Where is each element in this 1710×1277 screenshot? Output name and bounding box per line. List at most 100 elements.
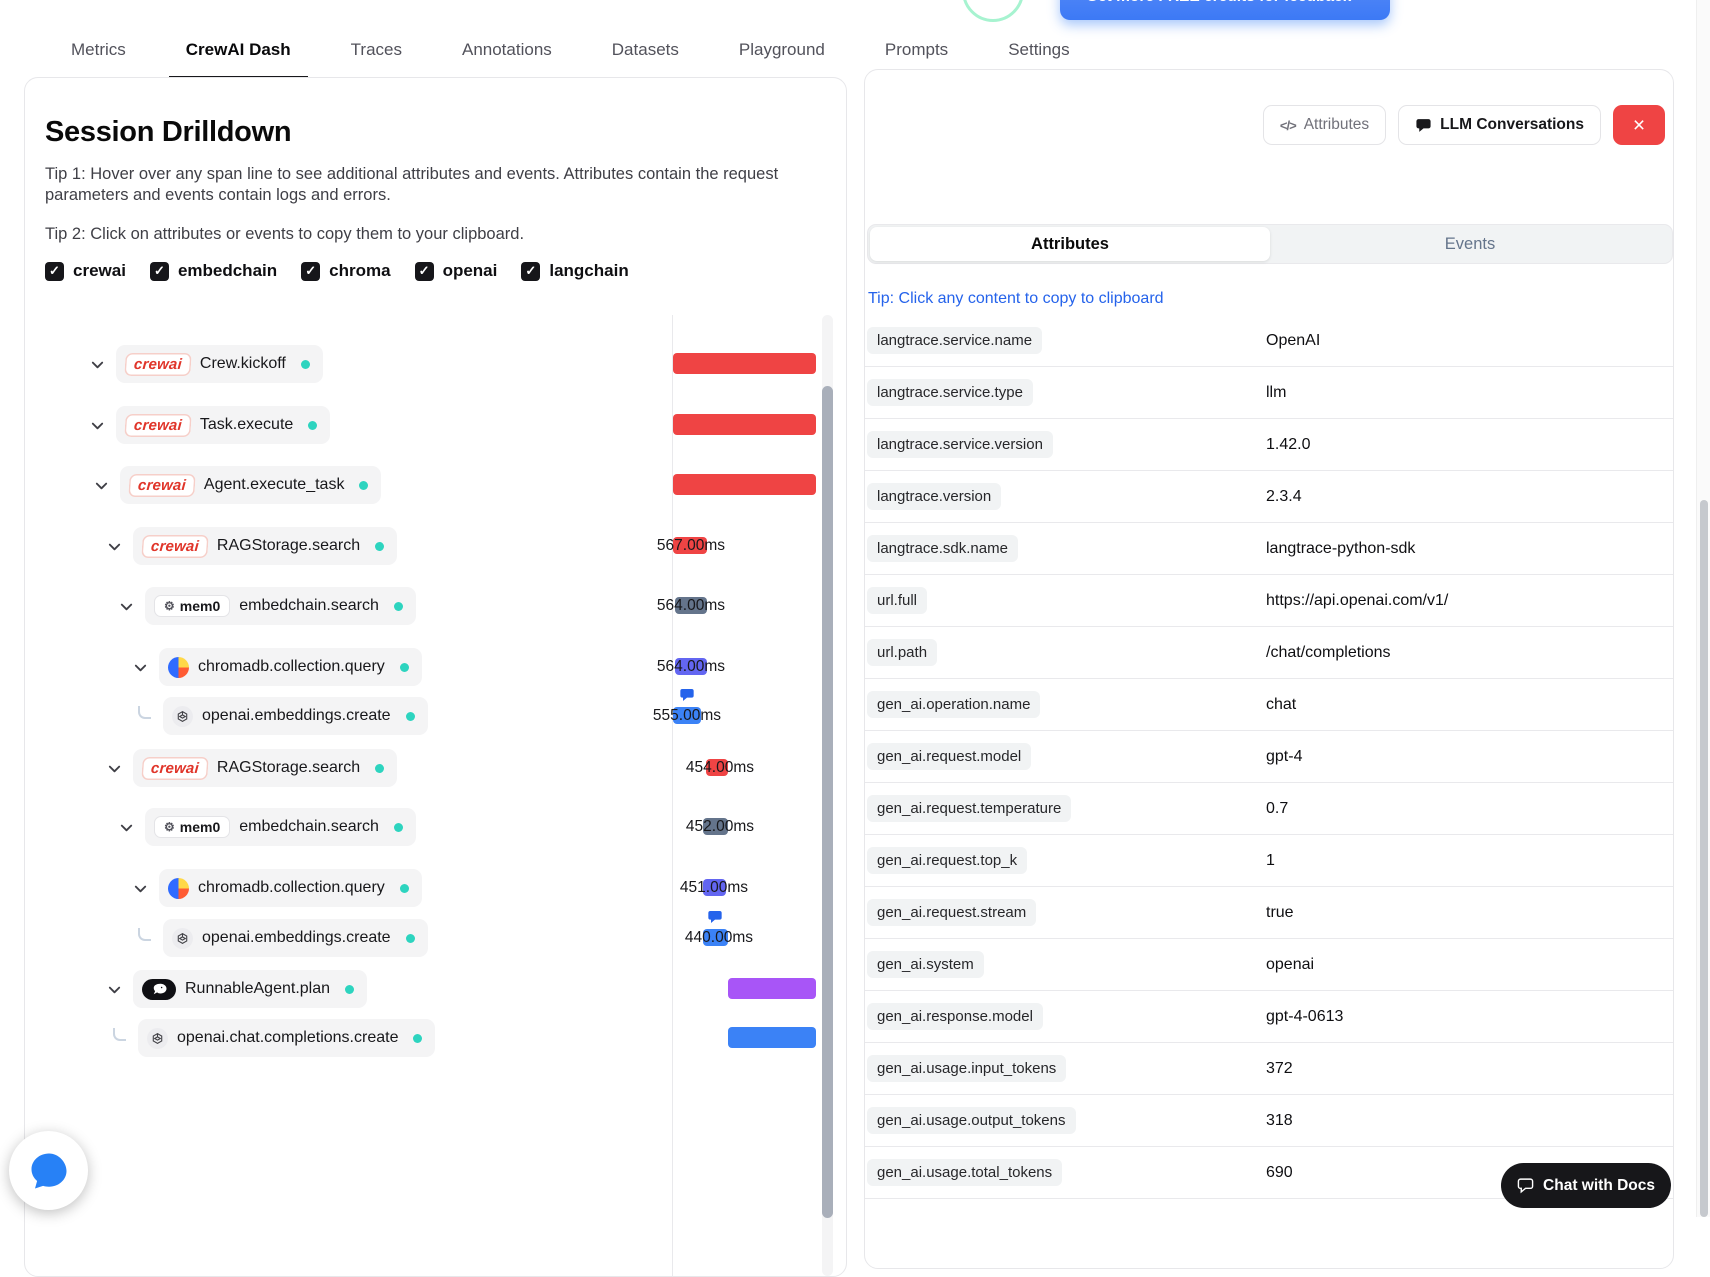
chevron-down-icon[interactable]: [129, 881, 151, 896]
attribute-row[interactable]: langtrace.sdk.name langtrace-python-sdk: [865, 523, 1673, 575]
attribute-key[interactable]: gen_ai.request.top_k: [867, 847, 1028, 874]
attribute-value[interactable]: OpenAI: [1266, 331, 1321, 349]
span-pill[interactable]: openai.embeddings.create: [163, 697, 428, 735]
support-chat-launcher-button[interactable]: [9, 1131, 88, 1210]
attribute-row[interactable]: gen_ai.operation.name chat: [865, 679, 1673, 731]
duration-bar[interactable]: [703, 818, 728, 835]
trace-row-agent-execute-task[interactable]: crewai Agent.execute_task: [25, 465, 821, 505]
trace-row-openai-chat-completions[interactable]: openai.chat.completions.create: [25, 1018, 821, 1058]
attribute-value[interactable]: gpt-4-0613: [1266, 1007, 1344, 1025]
attribute-value[interactable]: openai: [1266, 955, 1315, 973]
span-pill[interactable]: chromadb.collection.query: [159, 648, 422, 686]
attribute-key[interactable]: gen_ai.response.model: [867, 1003, 1043, 1030]
checkbox-checked-icon[interactable]: ✓: [45, 261, 64, 281]
duration-bar[interactable]: [673, 414, 816, 435]
attribute-key[interactable]: langtrace.service.version: [867, 431, 1053, 458]
attribute-value[interactable]: langtrace-python-sdk: [1266, 539, 1416, 557]
close-button[interactable]: ×: [1613, 105, 1665, 145]
span-pill[interactable]: crewai Crew.kickoff: [116, 345, 323, 383]
span-pill[interactable]: ⚙ mem0 embedchain.search: [145, 587, 416, 625]
attribute-row[interactable]: url.full https://api.openai.com/v1/: [865, 575, 1673, 627]
trace-row-ragstorage-search[interactable]: crewai RAGStorage.search 567.00ms: [25, 526, 821, 566]
attribute-value[interactable]: 318: [1266, 1111, 1293, 1129]
attribute-key[interactable]: gen_ai.operation.name: [867, 691, 1041, 718]
filter-crewai[interactable]: ✓ crewai: [45, 261, 126, 281]
span-pill[interactable]: openai.embeddings.create: [163, 919, 428, 957]
llm-conversation-bubble-icon[interactable]: [679, 687, 695, 703]
chevron-down-icon[interactable]: [103, 539, 125, 554]
tree-scrollbar-thumb[interactable]: [822, 386, 833, 1218]
attribute-key[interactable]: langtrace.version: [867, 483, 1002, 510]
chevron-down-icon[interactable]: [129, 660, 151, 675]
page-scrollbar-thumb[interactable]: [1700, 500, 1708, 1217]
checkbox-checked-icon[interactable]: ✓: [149, 261, 169, 281]
span-pill[interactable]: ⚙ mem0 embedchain.search: [145, 808, 416, 846]
llm-conversation-bubble-icon[interactable]: [707, 909, 723, 925]
attribute-key[interactable]: gen_ai.system: [867, 951, 984, 978]
trace-row-runnableagent-plan[interactable]: RunnableAgent.plan: [25, 969, 821, 1009]
attribute-key[interactable]: gen_ai.usage.output_tokens: [867, 1107, 1076, 1134]
copy-to-clipboard-tip[interactable]: Tip: Click any content to copy to clipbo…: [868, 290, 1164, 307]
attribute-key[interactable]: gen_ai.request.stream: [867, 899, 1037, 926]
attribute-row[interactable]: gen_ai.request.model gpt-4: [865, 731, 1673, 783]
attributes-code-button[interactable]: </> Attributes: [1262, 105, 1387, 145]
chevron-down-icon[interactable]: [115, 820, 137, 835]
trace-row-openai-embeddings[interactable]: openai.embeddings.create 555.00ms: [25, 689, 821, 736]
attribute-row[interactable]: gen_ai.system openai: [865, 939, 1673, 991]
trace-row-ragstorage-search[interactable]: crewai RAGStorage.search 454.00ms: [25, 748, 821, 788]
trace-row-chromadb-query[interactable]: chromadb.collection.query 564.00ms: [25, 647, 821, 687]
duration-bar[interactable]: [673, 537, 707, 554]
tab-events[interactable]: Events: [1444, 234, 1496, 253]
tab-prompts[interactable]: Prompts: [884, 40, 949, 59]
chevron-down-icon[interactable]: [90, 478, 112, 493]
span-pill[interactable]: chromadb.collection.query: [159, 869, 422, 907]
span-pill[interactable]: openai.chat.completions.create: [138, 1019, 436, 1057]
duration-bar[interactable]: [675, 597, 707, 614]
attribute-value[interactable]: /chat/completions: [1266, 643, 1391, 661]
span-pill[interactable]: crewai Task.execute: [116, 406, 331, 444]
duration-bar[interactable]: [728, 1027, 816, 1048]
chevron-down-icon[interactable]: [86, 418, 108, 433]
attribute-value[interactable]: 0.7: [1266, 799, 1289, 817]
attribute-row[interactable]: gen_ai.usage.output_tokens 318: [865, 1095, 1673, 1147]
attribute-row[interactable]: url.path /chat/completions: [865, 627, 1673, 679]
attribute-key[interactable]: langtrace.service.type: [867, 379, 1033, 406]
trace-row-chromadb-query[interactable]: chromadb.collection.query 451.00ms: [25, 868, 821, 908]
attribute-key[interactable]: url.path: [867, 639, 938, 666]
attribute-key[interactable]: gen_ai.usage.input_tokens: [867, 1055, 1067, 1082]
tab-metrics[interactable]: Metrics: [71, 40, 126, 59]
attribute-value[interactable]: https://api.openai.com/v1/: [1266, 591, 1449, 609]
checkbox-checked-icon[interactable]: ✓: [521, 261, 541, 281]
trace-row-task-execute[interactable]: crewai Task.execute: [25, 405, 821, 445]
attribute-key[interactable]: langtrace.sdk.name: [867, 535, 1018, 562]
filter-embedchain[interactable]: ✓ embedchain: [149, 261, 277, 281]
filter-chroma[interactable]: ✓ chroma: [301, 261, 391, 281]
chevron-down-icon[interactable]: [115, 599, 137, 614]
attribute-value[interactable]: true: [1266, 903, 1294, 921]
span-pill[interactable]: crewai RAGStorage.search: [133, 749, 398, 787]
attribute-value[interactable]: gpt-4: [1266, 747, 1303, 765]
attribute-row[interactable]: gen_ai.request.temperature 0.7: [865, 783, 1673, 835]
attribute-value[interactable]: 690: [1266, 1163, 1293, 1181]
attribute-row[interactable]: langtrace.service.name OpenAI: [865, 315, 1673, 367]
duration-bar[interactable]: [703, 929, 728, 946]
attribute-key[interactable]: gen_ai.usage.total_tokens: [867, 1159, 1063, 1186]
attribute-value[interactable]: 1: [1266, 851, 1275, 869]
page-scrollbar-track[interactable]: [1696, 0, 1710, 1217]
trace-row-embedchain-search[interactable]: ⚙ mem0 embedchain.search 564.00ms: [25, 586, 821, 626]
attribute-key[interactable]: langtrace.service.name: [867, 327, 1043, 354]
tab-traces[interactable]: Traces: [350, 40, 402, 59]
attribute-value[interactable]: 372: [1266, 1059, 1293, 1077]
chevron-down-icon[interactable]: [103, 761, 125, 776]
attribute-row[interactable]: gen_ai.usage.total_tokens 690: [865, 1147, 1673, 1199]
span-pill[interactable]: RunnableAgent.plan: [133, 970, 368, 1008]
attribute-key[interactable]: gen_ai.request.temperature: [867, 795, 1072, 822]
checkbox-checked-icon[interactable]: ✓: [301, 261, 321, 281]
trace-row-crew-kickoff[interactable]: crewai Crew.kickoff: [25, 344, 821, 384]
filter-langchain[interactable]: ✓ langchain: [521, 261, 629, 281]
attribute-key[interactable]: gen_ai.request.model: [867, 743, 1032, 770]
span-pill[interactable]: crewai Agent.execute_task: [120, 466, 382, 504]
tab-settings[interactable]: Settings: [1008, 40, 1070, 59]
duration-bar[interactable]: [673, 707, 701, 724]
chevron-down-icon[interactable]: [86, 357, 108, 372]
